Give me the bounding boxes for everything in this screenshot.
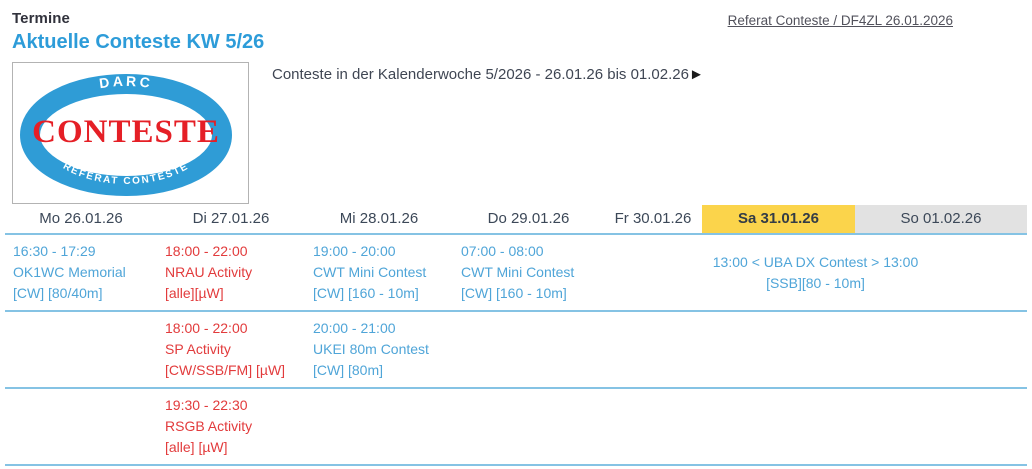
contest-time: 18:00 - 22:00	[165, 243, 248, 259]
contest-time: 20:00 - 21:00	[313, 320, 396, 336]
next-week-arrow-icon[interactable]: ►	[688, 66, 704, 83]
page-header: Termine Referat Conteste / DF4ZL 26.01.2…	[0, 0, 1032, 204]
contest-entry-cwt-mi: 19:00 - 20:00 CWT Mini Contest [CW] [160…	[305, 234, 453, 312]
contest-time: 18:00 - 22:00	[165, 320, 248, 336]
empty-cell	[5, 388, 157, 466]
empty-cell	[604, 311, 702, 389]
week-range-label: Conteste in der Kalenderwoche 5/2026 - 2…	[272, 66, 689, 83]
contest-entry-ok1wc: 16:30 - 17:29 OK1WC Memorial [CW] [80/40…	[5, 234, 157, 312]
page-title: Aktuelle Conteste KW 5/26	[12, 31, 265, 53]
contest-entry-ukei-80m: 20:00 - 21:00 UKEI 80m Contest [CW] [80m…	[305, 311, 453, 389]
logo-main-text: CONTESTE	[32, 114, 220, 150]
week-range-text: Conteste in der Kalenderwoche 5/2026 - 2…	[272, 62, 704, 204]
table-row: 18:00 - 22:00 SP Activity [CW/SSB/FM] [µ…	[5, 311, 1027, 389]
contest-name: 13:00 < UBA DX Contest > 13:00	[712, 253, 919, 270]
empty-cell	[5, 311, 157, 389]
contest-name: SP Activity	[165, 341, 231, 357]
empty-cell	[453, 311, 604, 389]
day-header-so: So 01.02.26	[855, 205, 1027, 235]
contest-name: CWT Mini Contest	[461, 264, 575, 280]
contest-modes: [CW] [160 - 10m]	[313, 285, 419, 301]
contest-modes: [CW] [80/40m]	[13, 285, 103, 301]
conteste-oval-logo-image: DARC CONTESTE REFERAT CONTESTE	[20, 73, 232, 196]
contest-modes: [CW/SSB/FM] [µW]	[165, 362, 286, 378]
contest-time: 19:30 - 22:30	[165, 397, 248, 413]
contest-entry-rsgb-activity: 19:30 - 22:30 RSGB Activity [alle] [µW]	[157, 388, 305, 466]
contest-modes: [alle] [µW]	[165, 439, 228, 455]
day-header-do: Do 29.01.26	[453, 205, 604, 235]
contest-entry-uba-dx: 13:00 < UBA DX Contest > 13:00 [SSB][80 …	[604, 234, 1027, 312]
contest-name: CWT Mini Contest	[313, 264, 427, 280]
day-header-fr: Fr 30.01.26	[604, 205, 702, 235]
contest-time: 19:00 - 20:00	[313, 243, 396, 259]
day-header-mi: Mi 28.01.26	[305, 205, 453, 235]
contest-modes: [alle][µW]	[165, 285, 224, 301]
day-header-mo: Mo 26.01.26	[5, 205, 157, 235]
empty-cell	[702, 388, 855, 466]
logo-org-textpath: DARC	[98, 73, 151, 91]
day-header-di: Di 27.01.26	[157, 205, 305, 235]
empty-cell	[604, 388, 702, 466]
contest-name: UKEI 80m Contest	[313, 341, 429, 357]
contest-entry-cwt-do: 07:00 - 08:00 CWT Mini Contest [CW] [160…	[453, 234, 604, 312]
contest-modes: [SSB][80 - 10m]	[766, 274, 865, 291]
table-row: 19:30 - 22:30 RSGB Activity [alle] [µW]	[5, 388, 1027, 466]
logo-oval-ring	[20, 74, 232, 196]
day-header-row: Mo 26.01.26 Di 27.01.26 Mi 28.01.26 Do 2…	[5, 205, 1027, 235]
empty-cell	[702, 311, 855, 389]
day-header-sa-today: Sa 31.01.26	[702, 205, 855, 235]
contest-entry-nrau: 18:00 - 22:00 NRAU Activity [alle][µW]	[157, 234, 305, 312]
table-row: 16:30 - 17:29 OK1WC Memorial [CW] [80/40…	[5, 234, 1027, 312]
empty-cell	[453, 388, 604, 466]
contest-name: RSGB Activity	[165, 418, 253, 434]
contest-modes: [CW] [160 - 10m]	[461, 285, 567, 301]
logo-org-text: DARC	[98, 73, 154, 91]
contest-entry-sp-activity: 18:00 - 22:00 SP Activity [CW/SSB/FM] [µ…	[157, 311, 305, 389]
referat-conteste-link[interactable]: Referat Conteste / DF4ZL 26.01.2026	[727, 13, 953, 28]
empty-cell	[855, 388, 1027, 466]
empty-cell	[305, 388, 453, 466]
contest-modes: [CW] [80m]	[313, 362, 384, 378]
contest-name: OK1WC Memorial	[13, 264, 126, 280]
intro-section: DARC CONTESTE REFERAT CONTESTE Conteste …	[12, 62, 1020, 204]
section-eyebrow: Termine	[12, 10, 70, 27]
contest-week-table: Mo 26.01.26 Di 27.01.26 Mi 28.01.26 Do 2…	[5, 205, 1027, 466]
contest-name: NRAU Activity	[165, 264, 253, 280]
darc-conteste-logo: DARC CONTESTE REFERAT CONTESTE	[12, 62, 249, 204]
contest-time: 16:30 - 17:29	[13, 243, 96, 259]
contest-time: 07:00 - 08:00	[461, 243, 544, 259]
empty-cell	[855, 311, 1027, 389]
